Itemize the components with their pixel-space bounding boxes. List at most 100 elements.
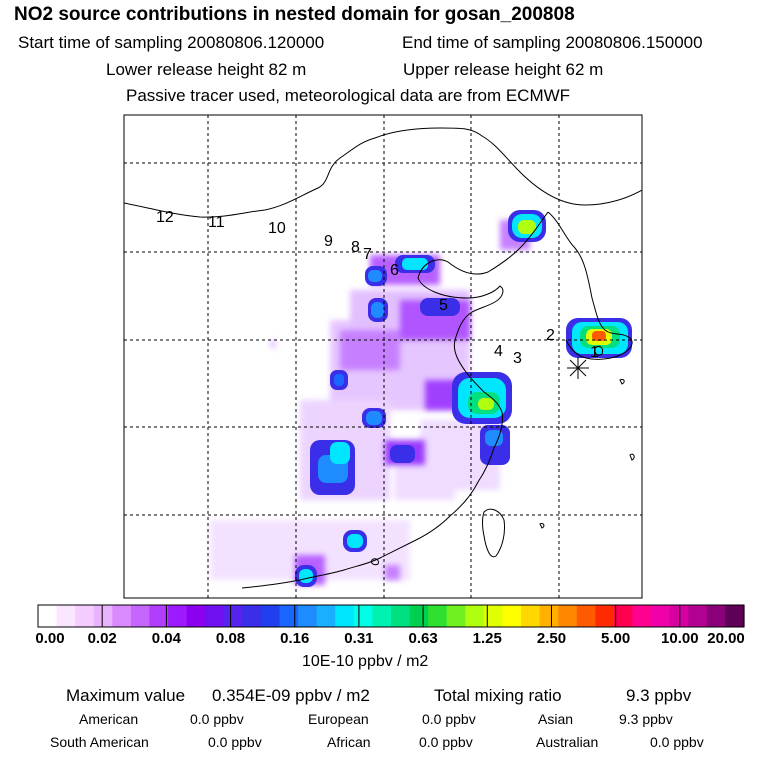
coastline-path [371, 558, 379, 566]
track-label: 7 [363, 246, 372, 263]
colorbar-cell [38, 605, 58, 627]
colorbar-cell [725, 605, 745, 627]
field-cell [395, 460, 455, 500]
colorbar-cell [576, 605, 596, 627]
colorbar-cell [205, 605, 225, 627]
coastline-path [482, 508, 505, 558]
colorbar-cell [539, 605, 559, 627]
track-label: 1 [590, 344, 599, 361]
colorbar-cell [558, 605, 578, 627]
colorbar-tick-label: 0.08 [215, 630, 246, 647]
colorbar-cell [260, 605, 281, 627]
colorbar-cell [186, 605, 206, 627]
field-cell [592, 331, 606, 341]
colorbar-tick-label: 2.50 [536, 630, 567, 647]
coastline-path [629, 453, 635, 461]
region-name: American [79, 711, 139, 727]
colorbar-cell [409, 605, 429, 627]
colorbar-cell [353, 605, 374, 627]
colorbar-tick-label: 0.02 [87, 630, 117, 647]
track-label: 3 [513, 350, 522, 367]
colorbar-tick-label: 0.04 [151, 630, 181, 647]
track-label: 6 [390, 262, 399, 279]
track-label: 5 [439, 297, 448, 314]
lat-lon-grid [124, 115, 642, 598]
coastline-path [619, 379, 625, 385]
colorbar-cell [168, 605, 188, 627]
field-cell [385, 565, 400, 580]
coastline-path [547, 211, 633, 360]
region-name: African [327, 734, 371, 750]
field-cell [347, 534, 363, 548]
lower-release-height-label: Lower release height 82 m [106, 60, 307, 79]
trajectory-labels: 1 2 3 4 5 6 7 8 9 10 11 12 [156, 209, 599, 367]
field-cell [518, 220, 536, 234]
colorbar-tick-label: 5.00 [601, 630, 631, 647]
colorbar-unit: 10E-10 ppbv / m2 [302, 653, 429, 670]
coastline-path [539, 523, 545, 529]
concentration-field [210, 210, 632, 587]
field-cell [420, 298, 460, 316]
colorbar-tick-label: 10.00 [661, 630, 699, 647]
colorbar-cell [372, 605, 392, 627]
colorbar-cell [130, 605, 151, 627]
track-label: 12 [156, 209, 174, 226]
field-cell [334, 374, 344, 386]
field-cell [270, 340, 276, 348]
colorbar-cell [651, 605, 671, 627]
total-mixing-ratio-label: Total mixing ratio [434, 686, 562, 705]
field-cell [402, 258, 428, 270]
track-label: 10 [268, 220, 286, 237]
tracer-note: Passive tracer used, meteorological data… [126, 86, 571, 105]
upper-release-height-label: Upper release height 62 m [403, 60, 604, 79]
colorbar-cell [446, 605, 466, 627]
field-cell [340, 330, 400, 370]
region-value: 0.0 ppbv [650, 734, 704, 750]
colorbar-cell [93, 605, 113, 627]
colorbar-cell [428, 605, 448, 627]
colorbar-cell [298, 605, 318, 627]
colorbar-cell [669, 605, 689, 627]
colorbar-cell [112, 605, 132, 627]
colorbar-cell [613, 605, 634, 627]
colorbar-cell [75, 605, 95, 627]
colorbar-cell [279, 605, 299, 627]
colorbar-cell [502, 605, 522, 627]
track-label: 11 [208, 214, 225, 231]
field-cell [390, 445, 415, 463]
colorbar-cell [223, 605, 243, 627]
coastline-path [594, 345, 603, 356]
colorbar-cell [391, 605, 411, 627]
total-mixing-ratio-value: 9.3 ppbv [626, 686, 692, 705]
max-value-label: Maximum value [66, 686, 186, 705]
region-name: Asian [538, 711, 574, 727]
coastline-path [124, 127, 642, 218]
colorbar-cell [706, 605, 727, 627]
region-value: 0.0 ppbv [422, 711, 476, 727]
coastlines [124, 127, 642, 589]
colorbar-cell [688, 605, 708, 627]
colorbar-cell [521, 605, 541, 627]
colorbar-cell [465, 605, 485, 627]
colorbar-cell [149, 605, 169, 627]
track-label: 4 [494, 343, 503, 360]
max-value: 0.354E-09 ppbv / m2 [212, 686, 370, 705]
field-cell [478, 398, 494, 410]
track-label: 8 [351, 239, 360, 256]
colorbar-cell [483, 605, 504, 627]
track-label: 2 [546, 327, 555, 344]
colorbar-tick-label: 1.25 [472, 630, 502, 647]
asterisk-marker [567, 357, 589, 379]
field-cell [366, 411, 382, 425]
region-value: 9.3 ppbv [619, 711, 673, 727]
field-cell [368, 270, 382, 282]
colorbar-tick-label: 0.16 [280, 630, 310, 647]
end-time-label: End time of sampling 20080806.150000 [402, 33, 703, 52]
region-name: European [308, 711, 369, 727]
colorbar-tick-label: 0.00 [35, 630, 65, 647]
colorbar-tick-label: 20.00 [707, 630, 745, 647]
region-name: Australian [536, 734, 599, 750]
region-value: 0.0 ppbv [419, 734, 473, 750]
field-cell [485, 430, 503, 446]
